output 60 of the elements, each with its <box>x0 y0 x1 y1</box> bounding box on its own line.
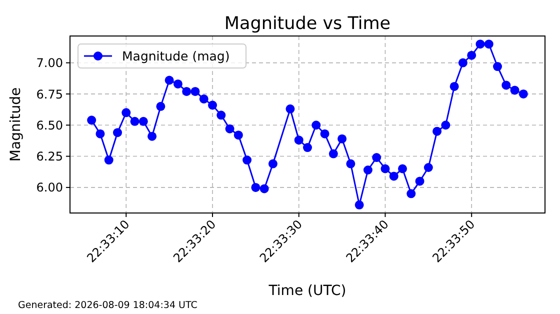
point <box>164 76 174 85</box>
point <box>130 116 140 126</box>
y-tick-label: 6.75 <box>36 87 63 102</box>
point <box>441 120 450 130</box>
point <box>424 163 433 172</box>
point <box>190 86 200 96</box>
point <box>398 164 407 174</box>
point <box>484 40 494 49</box>
point <box>294 136 304 145</box>
point <box>354 200 364 210</box>
point <box>303 143 312 152</box>
point <box>199 94 208 104</box>
point <box>510 86 520 95</box>
point <box>380 164 390 174</box>
point <box>476 40 485 49</box>
x-axis-title: Time (UTC) <box>268 283 346 299</box>
point <box>502 80 511 90</box>
point <box>225 124 234 134</box>
point <box>432 126 442 136</box>
point <box>234 130 243 140</box>
point <box>251 182 260 192</box>
point <box>415 176 424 186</box>
point <box>286 104 295 114</box>
point <box>208 100 217 110</box>
point <box>312 120 321 130</box>
y-tick-label: 6.50 <box>36 118 63 132</box>
point <box>372 153 382 162</box>
point <box>467 50 476 60</box>
point <box>113 128 122 138</box>
point <box>363 165 372 174</box>
y-tick-label: 6.00 <box>36 180 63 195</box>
point <box>346 159 356 168</box>
point <box>173 79 182 88</box>
point <box>338 134 347 144</box>
legend-label: Magnitude (mag) <box>122 48 230 64</box>
point <box>389 172 398 181</box>
point <box>328 149 338 158</box>
point <box>260 184 269 194</box>
y-tick-label: 7.00 <box>36 56 63 70</box>
chart-title: Magnitude vs Time <box>224 14 391 34</box>
point <box>458 58 468 68</box>
y-axis-title: Magnitude <box>8 87 24 162</box>
point <box>148 132 157 141</box>
point <box>122 108 131 118</box>
text: Generated: 2026-08-09 18:04:34 UTC <box>18 300 198 311</box>
y-tick-label: 6.25 <box>36 150 63 164</box>
point <box>242 156 252 165</box>
point <box>104 156 114 165</box>
point <box>518 89 528 98</box>
point <box>406 189 416 198</box>
point <box>138 116 148 126</box>
point <box>87 116 96 125</box>
point <box>450 82 459 91</box>
point <box>268 159 278 168</box>
point <box>96 129 105 138</box>
point <box>216 110 226 120</box>
point <box>320 129 330 138</box>
point <box>182 86 192 96</box>
point <box>156 102 166 111</box>
point <box>493 62 502 72</box>
